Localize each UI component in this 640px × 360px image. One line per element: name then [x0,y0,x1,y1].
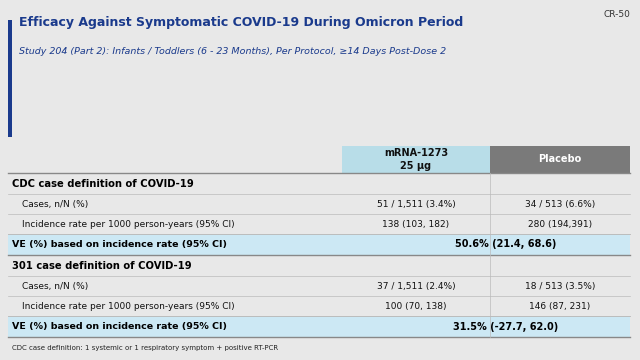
FancyBboxPatch shape [8,234,630,255]
Text: CR-50: CR-50 [604,10,630,19]
Text: 301 case definition of COVID-19: 301 case definition of COVID-19 [12,261,191,271]
Text: 31.5% (-27.7, 62.0): 31.5% (-27.7, 62.0) [453,321,558,332]
Text: 146 (87, 231): 146 (87, 231) [529,302,591,311]
FancyBboxPatch shape [342,146,490,173]
Text: 18 / 513 (3.5%): 18 / 513 (3.5%) [525,282,595,291]
FancyBboxPatch shape [8,316,630,337]
Text: 138 (103, 182): 138 (103, 182) [383,220,449,229]
Text: Incidence rate per 1000 person-years (95% CI): Incidence rate per 1000 person-years (95… [22,220,235,229]
Text: Cases, n/N (%): Cases, n/N (%) [22,200,89,209]
Text: VE (%) based on incidence rate (95% CI): VE (%) based on incidence rate (95% CI) [12,240,227,249]
FancyBboxPatch shape [8,20,12,137]
Text: 51 / 1,511 (3.4%): 51 / 1,511 (3.4%) [376,200,456,209]
Text: 280 (194,391): 280 (194,391) [528,220,592,229]
Text: Cases, n/N (%): Cases, n/N (%) [22,282,89,291]
Text: 100 (70, 138): 100 (70, 138) [385,302,447,311]
Text: 34 / 513 (6.6%): 34 / 513 (6.6%) [525,200,595,209]
Text: 50.6% (21.4, 68.6): 50.6% (21.4, 68.6) [455,239,556,249]
Text: mRNA-1273
25 μg: mRNA-1273 25 μg [384,148,448,171]
Text: Study 204 (Part 2): Infants / Toddlers (6 - 23 Months), Per Protocol, ≥14 Days P: Study 204 (Part 2): Infants / Toddlers (… [19,47,446,56]
Text: Incidence rate per 1000 person-years (95% CI): Incidence rate per 1000 person-years (95… [22,302,235,311]
Text: Efficacy Against Symptomatic COVID-19 During Omicron Period: Efficacy Against Symptomatic COVID-19 Du… [19,16,463,29]
FancyBboxPatch shape [490,146,630,173]
Text: Placebo: Placebo [538,154,582,164]
Text: VE (%) based on incidence rate (95% CI): VE (%) based on incidence rate (95% CI) [12,322,227,331]
Text: 37 / 1,511 (2.4%): 37 / 1,511 (2.4%) [377,282,455,291]
Text: CDC case definition of COVID-19: CDC case definition of COVID-19 [12,179,193,189]
Text: CDC case definition: 1 systemic or 1 respiratory symptom + positive RT-PCR: CDC case definition: 1 systemic or 1 res… [12,345,278,351]
